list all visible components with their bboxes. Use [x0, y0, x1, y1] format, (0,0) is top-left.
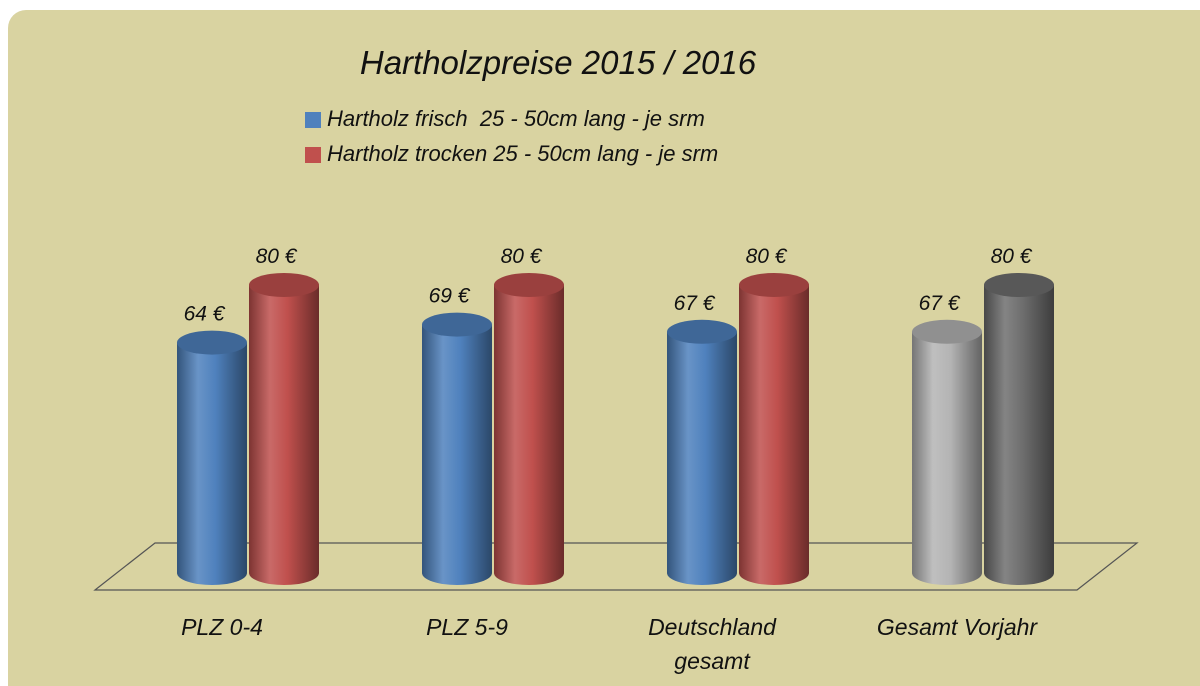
bar — [422, 312, 492, 585]
bar — [984, 273, 1054, 585]
data-label: 80 € — [501, 245, 543, 268]
data-label: 67 € — [919, 292, 961, 315]
x-tick-label: PLZ 0-4 — [181, 614, 263, 640]
cylinder-body — [177, 342, 247, 585]
x-tick-label: PLZ 5-9 — [426, 614, 508, 640]
data-label: 80 € — [746, 245, 788, 268]
legend-swatch — [305, 112, 321, 128]
x-tick-label: Deutschland gesamt — [648, 614, 776, 674]
data-label: 69 € — [429, 285, 471, 308]
cylinder-body — [984, 285, 1054, 585]
cylinder-top — [249, 273, 319, 297]
bar — [494, 273, 564, 585]
cylinder-top — [422, 312, 492, 337]
data-label: 80 € — [991, 245, 1033, 268]
cylinder-body — [249, 285, 319, 585]
cylinder-top — [739, 273, 809, 297]
legend-label: Hartholz frisch 25 - 50cm lang - je srm — [327, 106, 705, 131]
chart-title: Hartholzpreise 2015 / 2016 — [360, 44, 757, 81]
data-label: 80 € — [256, 245, 298, 268]
bar — [249, 273, 319, 585]
floor — [93, 542, 1139, 591]
cylinder-body — [494, 285, 564, 585]
data-label: 64 € — [184, 303, 226, 326]
cylinder-top — [494, 273, 564, 297]
bar — [667, 319, 737, 585]
bar — [912, 319, 982, 585]
cylinder-top — [667, 319, 737, 344]
bar — [177, 330, 247, 585]
legend-swatch — [305, 147, 321, 163]
legend-label: Hartholz trocken 25 - 50cm lang - je srm — [327, 141, 718, 166]
cylinder-body — [912, 331, 982, 585]
cylinder-top — [984, 273, 1054, 297]
x-tick-label: Gesamt Vorjahr — [876, 614, 1038, 640]
cylinder-top — [912, 319, 982, 344]
cylinder-body — [422, 324, 492, 585]
cylinder-body — [667, 331, 737, 585]
cylinder-top — [177, 330, 247, 355]
data-label: 67 € — [674, 292, 716, 315]
cylinder-body — [739, 285, 809, 585]
bar — [739, 273, 809, 585]
